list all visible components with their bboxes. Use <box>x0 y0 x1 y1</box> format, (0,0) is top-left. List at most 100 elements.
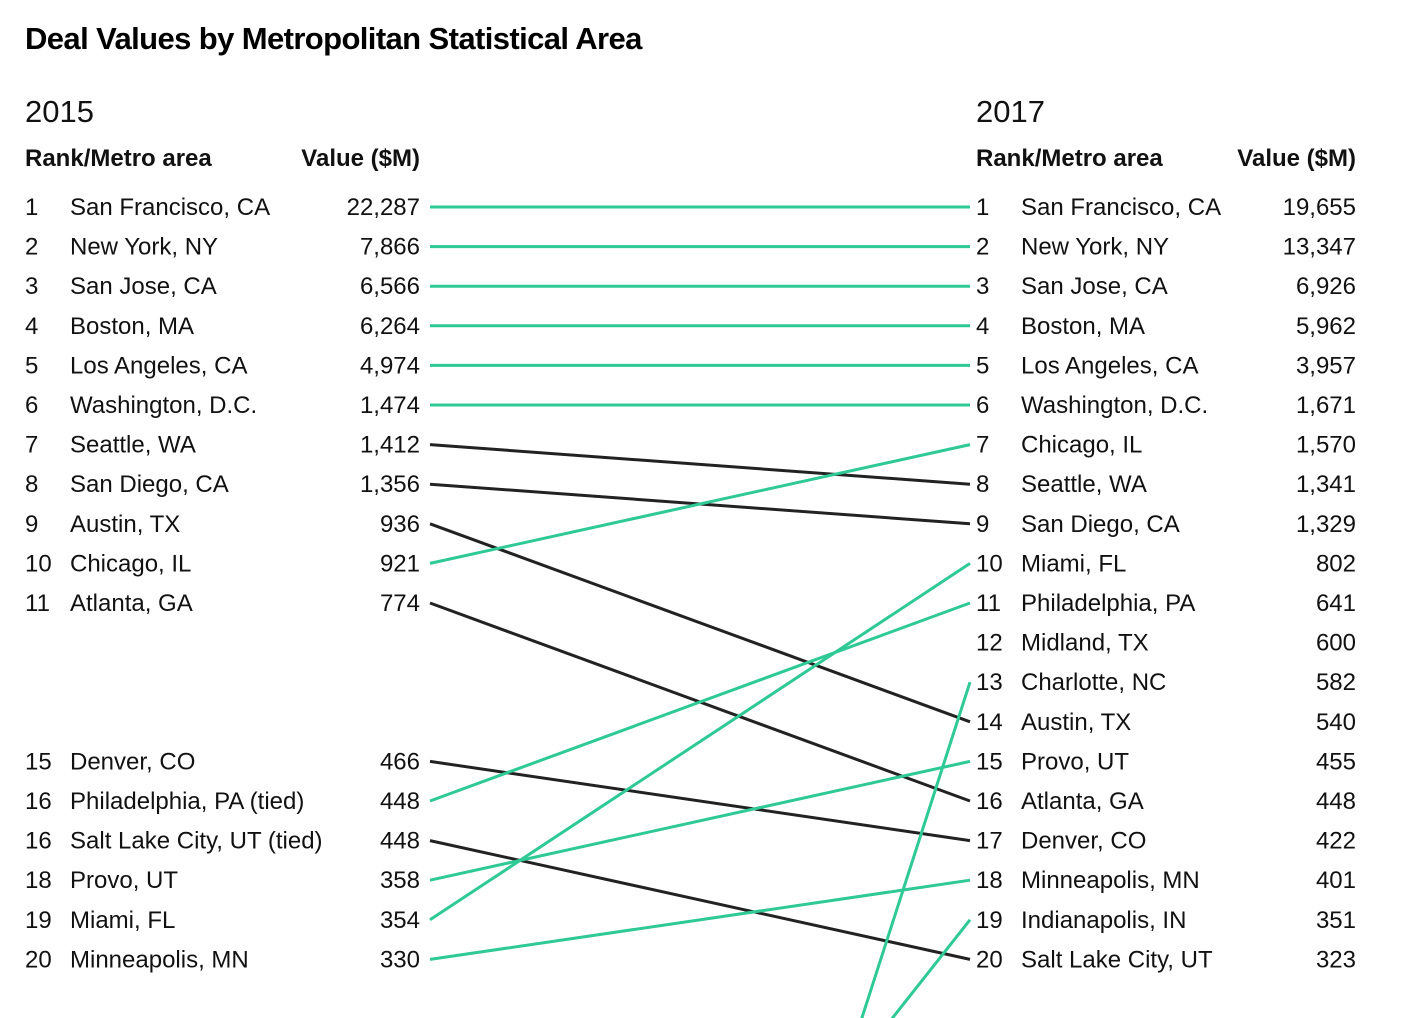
right-year: 2017 <box>976 94 1045 129</box>
left-rank: 3 <box>25 273 38 300</box>
left-rank: 19 <box>25 907 52 934</box>
left-rank: 8 <box>25 471 38 498</box>
right-rank: 12 <box>976 630 1003 657</box>
left-rank: 18 <box>25 867 52 894</box>
right-metro-label: Philadelphia, PA <box>1021 590 1195 617</box>
rank-change-line-down <box>429 443 971 486</box>
right-value: 19,655 <box>1283 194 1356 221</box>
right-metro-label: Indianapolis, IN <box>1021 907 1186 934</box>
left-table: 1 San Francisco, CA 22,287 2 New York, NY 7,8… <box>25 194 420 973</box>
right-rank: 5 <box>976 352 989 379</box>
right-value: 1,329 <box>1296 511 1356 538</box>
left-metro-label: Minneapolis, MN <box>70 946 249 973</box>
right-rank: 10 <box>976 550 1003 577</box>
rank-change-line-up <box>429 601 971 803</box>
right-metro-label: New York, NY <box>1021 234 1169 261</box>
right-value: 1,671 <box>1296 392 1356 419</box>
right-metro-label: Chicago, IL <box>1021 432 1142 459</box>
right-metro-label: Charlotte, NC <box>1021 669 1166 696</box>
left-value: 921 <box>380 550 420 577</box>
left-value: 330 <box>380 946 420 973</box>
left-value: 6,264 <box>360 313 420 340</box>
right-metro-label: Boston, MA <box>1021 313 1145 340</box>
right-value: 600 <box>1316 630 1356 657</box>
rank-change-line-up <box>890 918 972 1018</box>
right-rank: 7 <box>976 432 989 459</box>
right-table: 1 San Francisco, CA 19,655 2 New York, NY 13,… <box>976 194 1356 973</box>
left-value: 448 <box>380 788 420 815</box>
right-rank: 19 <box>976 907 1003 934</box>
rank-change-line-up <box>429 878 971 961</box>
right-rank: 13 <box>976 669 1003 696</box>
left-metro-label: Boston, MA <box>70 313 194 340</box>
right-rank-header: Rank/Metro area <box>976 145 1163 172</box>
right-rank: 4 <box>976 313 989 340</box>
right-value: 6,926 <box>1296 273 1356 300</box>
right-rank: 6 <box>976 392 989 419</box>
left-value: 358 <box>380 867 420 894</box>
left-value: 354 <box>380 907 420 934</box>
left-metro-label: Seattle, WA <box>70 432 196 459</box>
right-value: 802 <box>1316 550 1356 577</box>
right-value: 3,957 <box>1296 352 1356 379</box>
right-metro-label: Atlanta, GA <box>1021 788 1144 815</box>
right-rank: 1 <box>976 194 989 221</box>
rank-change-line-down <box>429 839 971 961</box>
left-value: 6,566 <box>360 273 420 300</box>
right-value: 351 <box>1316 907 1356 934</box>
left-value: 448 <box>380 828 420 855</box>
right-value: 1,341 <box>1296 471 1356 498</box>
right-rank: 9 <box>976 511 989 538</box>
rank-change-line-up <box>860 681 972 1018</box>
left-year: 2015 <box>25 94 94 129</box>
right-rank: 14 <box>976 709 1003 736</box>
left-value: 4,974 <box>360 352 420 379</box>
left-rank: 10 <box>25 550 52 577</box>
right-metro-label: Minneapolis, MN <box>1021 867 1200 894</box>
connector-lines <box>429 205 972 1018</box>
right-metro-label: Washington, D.C. <box>1021 392 1208 419</box>
rank-change-line-up <box>429 759 971 882</box>
left-value: 1,356 <box>360 471 420 498</box>
left-value: 774 <box>380 590 420 617</box>
right-rank: 20 <box>976 946 1003 973</box>
rank-change-line-up <box>429 562 971 922</box>
left-metro-label: Denver, CO <box>70 748 195 775</box>
right-value-header: Value ($M) <box>1237 145 1356 172</box>
rank-change-line-down <box>429 759 971 843</box>
left-rank: 7 <box>25 432 38 459</box>
left-rank: 16 <box>25 788 52 815</box>
right-metro-label: Denver, CO <box>1021 828 1146 855</box>
right-value: 323 <box>1316 946 1356 973</box>
left-metro-label: Los Angeles, CA <box>70 352 247 379</box>
right-metro-label: Midland, TX <box>1021 630 1149 657</box>
right-metro-label: Provo, UT <box>1021 748 1129 775</box>
left-rank: 15 <box>25 748 52 775</box>
rank-change-line-up <box>429 443 971 565</box>
right-rank: 18 <box>976 867 1003 894</box>
right-metro-label: Austin, TX <box>1021 709 1131 736</box>
right-metro-label: Seattle, WA <box>1021 471 1147 498</box>
left-metro-label: Miami, FL <box>70 907 175 934</box>
left-metro-label: Provo, UT <box>70 867 178 894</box>
right-rank: 16 <box>976 788 1003 815</box>
left-value: 1,474 <box>360 392 420 419</box>
left-rank: 6 <box>25 392 38 419</box>
left-metro-label: Atlanta, GA <box>70 590 193 617</box>
left-rank: 11 <box>25 590 50 617</box>
left-metro-label: San Diego, CA <box>70 471 229 498</box>
right-value: 540 <box>1316 709 1356 736</box>
right-rank: 2 <box>976 234 989 261</box>
left-metro-label: San Francisco, CA <box>70 194 270 221</box>
right-value: 641 <box>1316 590 1356 617</box>
left-value: 466 <box>380 748 420 775</box>
left-rank: 16 <box>25 828 52 855</box>
right-metro-label: San Jose, CA <box>1021 273 1168 300</box>
right-value: 1,570 <box>1296 432 1356 459</box>
right-rank: 3 <box>976 273 989 300</box>
right-value: 13,347 <box>1283 234 1356 261</box>
right-metro-label: Salt Lake City, UT <box>1021 946 1213 973</box>
right-rank: 15 <box>976 748 1003 775</box>
chart-title: Deal Values by Metropolitan Statistical … <box>25 21 643 56</box>
